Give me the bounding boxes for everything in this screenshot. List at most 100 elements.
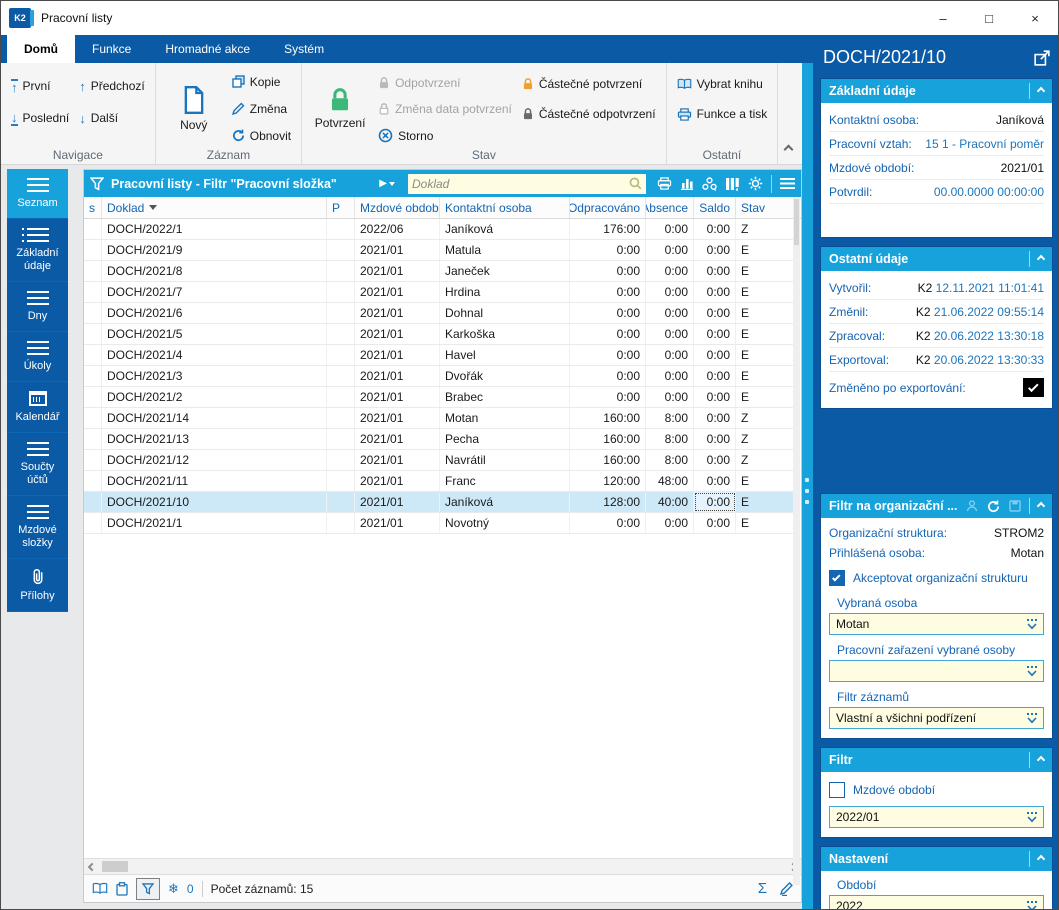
cell-doklad[interactable]: DOCH/2021/8	[102, 261, 327, 281]
columns-icon[interactable]	[725, 177, 740, 191]
cell-doklad[interactable]: DOCH/2021/11	[102, 471, 327, 491]
cell-saldo[interactable]: 0:00	[694, 366, 736, 386]
table-row[interactable]: DOCH/2021/2 2021/01 Brabec 0:00 0:00 0:0…	[84, 387, 793, 408]
cell-saldo[interactable]: 0:00	[694, 471, 736, 491]
cell-s[interactable]	[84, 324, 102, 344]
workflow-icon[interactable]	[702, 176, 717, 191]
cell-odpracovano[interactable]: 0:00	[570, 303, 646, 323]
cell-s[interactable]	[84, 366, 102, 386]
cell-absence[interactable]: 0:00	[646, 219, 694, 239]
ribbon-collapse-button[interactable]	[783, 142, 794, 156]
cell-absence[interactable]: 8:00	[646, 408, 694, 428]
card-view-icon[interactable]	[116, 881, 128, 896]
cell-kontaktni-osoba[interactable]: Dohnal	[440, 303, 570, 323]
search-input[interactable]	[412, 176, 629, 191]
accept-org-structure-checkbox[interactable]	[829, 570, 845, 586]
collapse-section-button[interactable]	[1029, 498, 1046, 514]
copy-button[interactable]: Kopie	[232, 71, 291, 92]
run-filter-button[interactable]: ▶	[379, 178, 401, 189]
cell-kontaktni-osoba[interactable]: Matula	[440, 240, 570, 260]
cell-stav[interactable]: E	[741, 390, 750, 404]
cell-doklad[interactable]: DOCH/2021/14	[102, 408, 327, 428]
cell-kontaktni-osoba[interactable]: Navrátil	[440, 450, 570, 470]
table-row[interactable]: DOCH/2022/1 2022/06 Janíková 176:00 0:00…	[84, 219, 793, 240]
cell-mzdove-obdobi[interactable]: 2021/01	[355, 345, 440, 365]
table-row[interactable]: DOCH/2021/10 2021/01 Janíková 128:00 40:…	[84, 492, 793, 513]
chart-icon[interactable]	[680, 177, 694, 190]
new-button[interactable]: Nový	[166, 71, 222, 146]
cell-doklad[interactable]: DOCH/2021/1	[102, 513, 327, 533]
open-in-window-icon[interactable]	[1034, 49, 1050, 66]
cell-s[interactable]	[84, 513, 102, 533]
cell-odpracovano[interactable]: 0:00	[570, 513, 646, 533]
cell-doklad[interactable]: DOCH/2021/12	[102, 450, 327, 470]
dropdown-icon[interactable]	[1025, 618, 1039, 631]
cell-saldo[interactable]: 0:00	[694, 282, 736, 302]
cell-p[interactable]	[327, 324, 355, 344]
change-button[interactable]: Změna	[231, 98, 291, 119]
cell-stav[interactable]: E	[741, 327, 750, 341]
cell-saldo[interactable]: 0:00	[694, 450, 736, 470]
cell-absence[interactable]: 0:00	[646, 345, 694, 365]
collapse-section-button[interactable]	[1029, 851, 1046, 867]
cell-absence[interactable]: 0:00	[646, 261, 694, 281]
cell-mzdove-obdobi[interactable]: 2021/01	[355, 366, 440, 386]
cell-p[interactable]	[327, 219, 355, 239]
cell-absence[interactable]: 0:00	[646, 240, 694, 260]
cell-p[interactable]	[327, 261, 355, 281]
cell-doklad[interactable]: DOCH/2021/13	[102, 429, 327, 449]
table-row[interactable]: DOCH/2021/3 2021/01 Dvořák 0:00 0:00 0:0…	[84, 366, 793, 387]
select-book-button[interactable]: Vybrat knihu	[677, 73, 768, 95]
scroll-left-arrow[interactable]	[84, 859, 100, 874]
refresh-button[interactable]: Obnovit	[232, 125, 291, 146]
table-row[interactable]: DOCH/2021/12 2021/01 Navrátil 160:00 8:0…	[84, 450, 793, 471]
cell-odpracovano[interactable]: 0:00	[570, 282, 646, 302]
cell-p[interactable]	[327, 429, 355, 449]
cell-p[interactable]	[327, 471, 355, 491]
selected-person-combo[interactable]: Motan	[829, 613, 1044, 635]
cell-s[interactable]	[84, 492, 102, 512]
sum-icon[interactable]: Σ	[757, 880, 767, 897]
cell-kontaktni-osoba[interactable]: Janíková	[440, 492, 570, 512]
cell-saldo[interactable]: 0:00	[694, 240, 736, 260]
cell-stav[interactable]: E	[741, 285, 750, 299]
edit-pencil-icon[interactable]	[779, 881, 793, 896]
cell-doklad[interactable]: DOCH/2021/5	[102, 324, 327, 344]
table-row[interactable]: DOCH/2021/5 2021/01 Karkoška 0:00 0:00 0…	[84, 324, 793, 345]
hamburger-menu-icon[interactable]	[780, 178, 795, 189]
sidebar-item-soucty-uctu[interactable]: Součty účtů	[7, 433, 68, 496]
cell-saldo[interactable]: 0:00	[694, 387, 736, 407]
tab-funkce[interactable]: Funkce	[92, 42, 132, 56]
cell-s[interactable]	[84, 471, 102, 491]
cell-stav[interactable]: E	[741, 243, 750, 257]
cell-saldo[interactable]: 0:00	[694, 219, 736, 239]
cell-p[interactable]	[327, 240, 355, 260]
header-absence[interactable]: Absence	[646, 197, 694, 218]
settings-gear-icon[interactable]	[748, 176, 763, 191]
save-icon[interactable]	[1009, 500, 1021, 512]
cell-stav[interactable]: Z	[741, 453, 749, 467]
horizontal-scrollbar[interactable]	[84, 858, 801, 874]
cell-kontaktni-osoba[interactable]: Hrdina	[440, 282, 570, 302]
cancel-button[interactable]: Storno	[378, 126, 512, 146]
cell-stav[interactable]: Z	[741, 411, 749, 425]
cell-absence[interactable]: 0:00	[646, 303, 694, 323]
job-assignment-combo[interactable]	[829, 660, 1044, 682]
cell-stav[interactable]: E	[741, 264, 750, 278]
cell-saldo[interactable]: 0:00	[694, 345, 736, 365]
sidebar-item-seznam[interactable]: Seznam	[7, 169, 68, 219]
sidebar-item-prilohy[interactable]: Přílohy	[7, 559, 68, 612]
cell-s[interactable]	[84, 303, 102, 323]
cell-mzdove-obdobi[interactable]: 2021/01	[355, 324, 440, 344]
cell-stav[interactable]: E	[741, 306, 750, 320]
search-icon[interactable]	[629, 177, 642, 190]
cell-absence[interactable]: 8:00	[646, 450, 694, 470]
cell-s[interactable]	[84, 219, 102, 239]
cell-stav[interactable]: E	[741, 348, 750, 362]
cell-mzdove-obdobi[interactable]: 2022/06	[355, 219, 440, 239]
cell-absence[interactable]: 8:00	[646, 429, 694, 449]
cell-kontaktni-osoba[interactable]: Janíková	[440, 219, 570, 239]
functions-print-button[interactable]: Funkce a tisk	[677, 103, 767, 125]
dropdown-icon[interactable]	[1025, 900, 1039, 909]
cell-s[interactable]	[84, 261, 102, 281]
